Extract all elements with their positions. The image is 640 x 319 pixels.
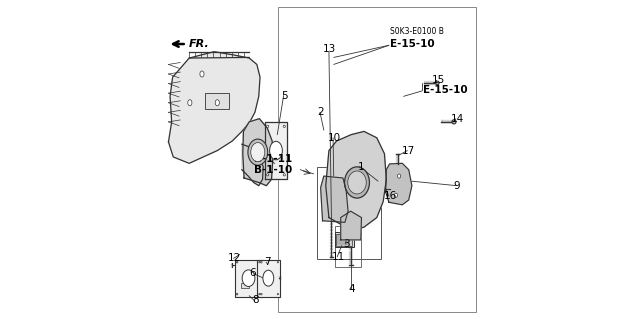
Text: 11: 11 [332,252,345,262]
Text: 5: 5 [282,91,288,101]
Polygon shape [326,131,387,230]
Text: B-1-11: B-1-11 [253,154,292,165]
Text: 13: 13 [323,44,336,55]
Ellipse shape [344,167,369,198]
Text: 4: 4 [349,284,355,294]
Text: 12: 12 [228,253,241,263]
Polygon shape [168,52,260,163]
Text: 6: 6 [250,268,257,278]
Text: 16: 16 [383,191,397,201]
Bar [339,188,342,194]
Ellipse shape [248,139,268,165]
Ellipse shape [267,174,269,176]
Bar [234,260,262,297]
Polygon shape [386,163,412,205]
Bar [335,188,338,194]
Text: 2: 2 [317,107,324,117]
Text: 8: 8 [252,295,259,306]
Bar [278,7,476,312]
Ellipse shape [215,100,220,106]
Bar [241,283,249,288]
Text: 1: 1 [358,161,364,172]
Ellipse shape [277,262,278,263]
Polygon shape [265,122,287,179]
Ellipse shape [263,270,274,286]
Ellipse shape [260,262,262,263]
Ellipse shape [260,293,262,295]
Ellipse shape [267,125,269,128]
Ellipse shape [277,293,278,295]
Ellipse shape [397,174,401,178]
Text: 14: 14 [451,114,464,124]
Ellipse shape [251,143,265,162]
Polygon shape [243,119,273,186]
Text: FR.: FR. [189,39,210,49]
Ellipse shape [283,174,285,176]
Text: 17: 17 [402,145,415,156]
Text: 15: 15 [431,75,445,85]
Text: B-1-10: B-1-10 [253,165,292,175]
Text: E-15-10: E-15-10 [422,85,467,95]
Text: 9: 9 [454,181,461,191]
Ellipse shape [452,120,456,124]
Bar [336,234,352,246]
Ellipse shape [348,171,366,194]
Bar [327,188,330,194]
Bar [335,232,354,247]
Ellipse shape [200,71,204,77]
Ellipse shape [236,262,238,263]
Polygon shape [340,211,362,240]
Polygon shape [242,144,263,186]
Bar [331,188,334,194]
Ellipse shape [269,141,282,160]
Ellipse shape [188,100,192,106]
Ellipse shape [259,262,260,263]
Ellipse shape [236,293,238,295]
Bar [335,226,361,267]
Ellipse shape [283,125,285,128]
Text: 7: 7 [264,257,271,267]
Text: 3: 3 [343,239,350,249]
Polygon shape [321,176,348,222]
Text: E-15-10: E-15-10 [390,39,434,49]
Text: 10: 10 [328,133,341,143]
Ellipse shape [394,193,397,197]
Bar [205,93,229,109]
Bar [317,167,381,259]
Ellipse shape [436,81,439,85]
Bar [257,260,280,297]
Ellipse shape [242,270,255,286]
Bar [326,187,342,195]
Ellipse shape [259,293,260,295]
Text: S0K3-E0100 B: S0K3-E0100 B [390,27,444,36]
